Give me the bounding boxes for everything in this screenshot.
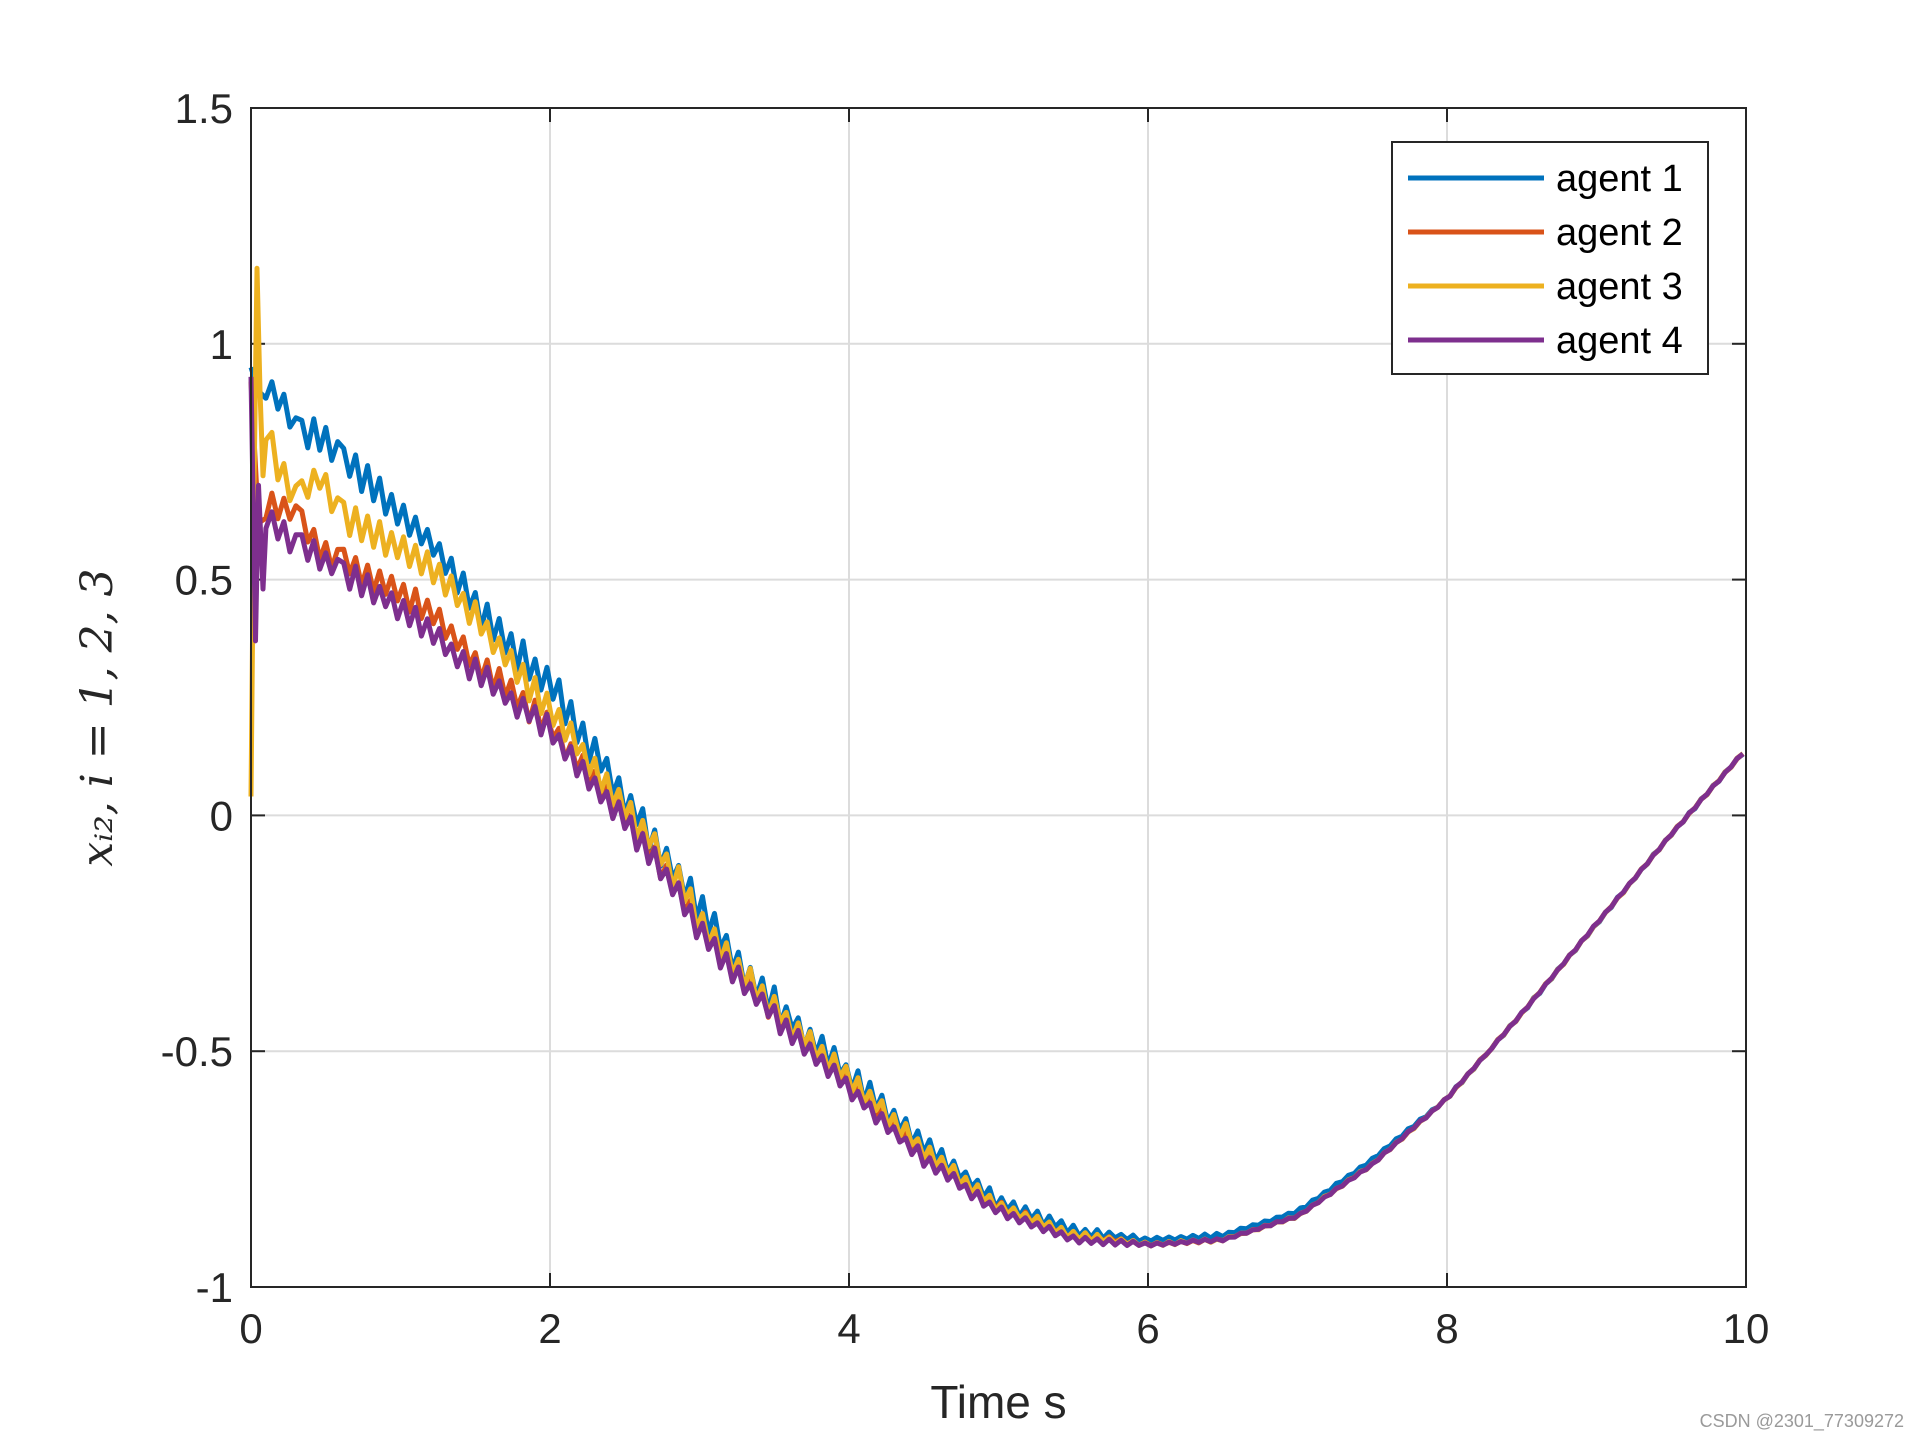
watermark: CSDN @2301_77309272 (1699, 1411, 1904, 1431)
x-tick-label: 2 (538, 1305, 561, 1352)
plot-area-frame (250, 107, 1747, 1288)
x-tick-label: 6 (1136, 1305, 1159, 1352)
series-line-agent-4 (248, 376, 1745, 1249)
legend-label-agent-1: agent 1 (1556, 158, 1683, 200)
y-tick-label: 1.5 (175, 85, 233, 132)
y-tick-label: 0 (210, 792, 233, 839)
x-tick-label: 10 (1723, 1305, 1770, 1352)
series-lines (248, 265, 1745, 1249)
y-tick-label: -1 (196, 1264, 233, 1311)
legend-box (1391, 141, 1709, 375)
y-tick-labels: -1 -0.5 0 0.5 1 1.5 (161, 85, 233, 1311)
legend-label-agent-3: agent 3 (1556, 266, 1683, 308)
legend: agent 1 agent 2 agent 3 agent 4 (1391, 141, 1709, 375)
legend-label-agent-2: agent 2 (1556, 212, 1683, 254)
y-tick-label: 1 (210, 321, 233, 368)
x-tick-label: 0 (239, 1305, 262, 1352)
legend-label-agent-4: agent 4 (1556, 320, 1683, 362)
y-tick-label: 0.5 (175, 557, 233, 604)
y-tick-label: -0.5 (161, 1028, 233, 1075)
x-tick-label: 8 (1435, 1305, 1458, 1352)
y-axis-label: xᵢ₂, i = 1, 2, 3 (72, 568, 123, 866)
x-tick-label: 4 (837, 1305, 860, 1352)
x-tick-labels: 0 2 4 6 8 10 (239, 1305, 1769, 1352)
x-axis-label: Time s (930, 1376, 1066, 1428)
